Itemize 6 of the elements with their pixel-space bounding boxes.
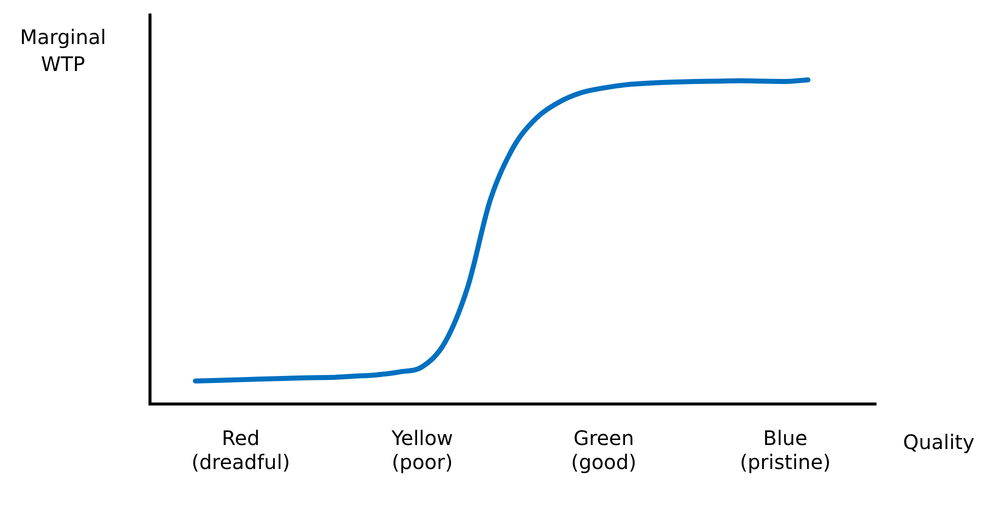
x-tick-label: Red (dreadful) bbox=[191, 426, 290, 474]
x-tick-label: Green (good) bbox=[571, 426, 636, 474]
x-tick-label: Blue (pristine) bbox=[740, 426, 831, 474]
y-axis-title: Marginal WTP bbox=[18, 24, 108, 78]
x-axis-title: Quality bbox=[903, 430, 974, 454]
x-tick-label: Yellow (poor) bbox=[390, 426, 454, 474]
